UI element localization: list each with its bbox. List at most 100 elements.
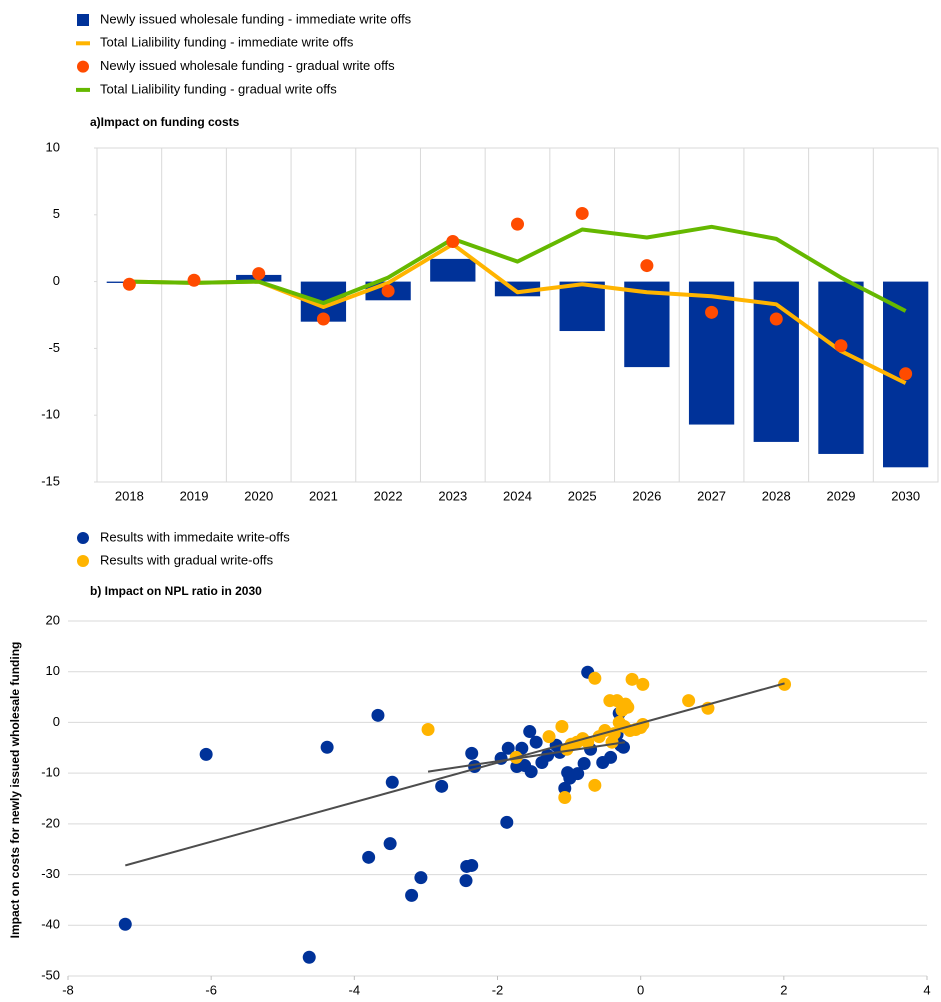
dot <box>588 778 602 792</box>
dot <box>383 837 397 851</box>
dot <box>616 740 630 754</box>
dot <box>555 719 569 733</box>
legend-marker <box>76 41 90 46</box>
dot <box>577 757 591 771</box>
dot <box>459 874 473 888</box>
dot <box>414 871 428 885</box>
dot <box>187 273 201 287</box>
bar <box>818 281 864 454</box>
dot <box>523 725 537 739</box>
bar <box>559 281 605 332</box>
dot <box>446 235 460 249</box>
legend-marker <box>77 14 89 26</box>
dot <box>542 730 556 744</box>
dot <box>640 259 654 273</box>
x-tick-label: 2028 <box>762 488 791 503</box>
dot <box>621 700 635 714</box>
dot <box>381 284 395 298</box>
dot <box>405 888 419 902</box>
dot <box>465 746 479 760</box>
x-tick-label: 2025 <box>568 488 597 503</box>
legend-marker <box>76 87 90 92</box>
dot <box>769 312 783 326</box>
dot <box>371 708 385 722</box>
y-tick-label: -30 <box>41 866 60 881</box>
y-tick-label: -50 <box>41 967 60 982</box>
x-tick-label: 2024 <box>503 488 532 503</box>
dot <box>122 277 136 291</box>
dot <box>302 950 316 964</box>
dot <box>199 747 213 761</box>
dot <box>682 694 696 708</box>
x-tick-label: 2019 <box>180 488 209 503</box>
x-tick-label: 2020 <box>244 488 273 503</box>
dot <box>541 748 555 762</box>
y-tick-label: 10 <box>46 139 60 154</box>
y-tick-label: -10 <box>41 407 60 422</box>
legend-label: Total Lialibility funding - immediate wr… <box>100 35 354 50</box>
dot <box>636 677 650 691</box>
legend-label: Newly issued wholesale funding - immedia… <box>100 11 412 26</box>
x-tick-label: 2021 <box>309 488 338 503</box>
y-tick-label: -20 <box>41 815 60 830</box>
legend-marker <box>77 532 89 544</box>
line <box>129 224 907 313</box>
chart-title: b) Impact on NPL ratio in 2030 <box>90 584 262 598</box>
legend-label: Total Lialibility funding - gradual writ… <box>100 81 337 96</box>
dot <box>362 850 376 864</box>
legend-marker <box>77 60 89 73</box>
dot <box>511 217 524 231</box>
dot <box>316 312 330 326</box>
dot <box>421 723 435 737</box>
x-tick-label: -6 <box>205 982 217 997</box>
bar <box>624 281 670 368</box>
dot <box>575 206 589 220</box>
dot <box>604 750 618 764</box>
y-tick-label: -10 <box>41 765 60 780</box>
dot <box>571 767 585 781</box>
trend-line <box>125 682 785 867</box>
dot <box>558 781 572 795</box>
dot <box>558 790 572 804</box>
dot <box>588 671 602 685</box>
x-tick-label: 2027 <box>697 488 726 503</box>
y-tick-label: 0 <box>53 273 60 288</box>
dot <box>435 779 449 793</box>
dot <box>500 815 514 829</box>
x-tick-label: -4 <box>349 982 361 997</box>
y-tick-label: -5 <box>48 340 60 355</box>
dot <box>252 267 266 281</box>
dot <box>529 735 543 749</box>
y-tick-label: 20 <box>46 612 60 627</box>
y-tick-label: -15 <box>41 473 60 488</box>
legend-label: Results with gradual write-offs <box>100 552 274 567</box>
x-tick-label: 2029 <box>827 488 856 503</box>
x-tick-label: 2030 <box>891 488 920 503</box>
dot <box>625 672 639 686</box>
x-tick-label: 2018 <box>115 488 144 503</box>
y-tick-label: 0 <box>53 714 60 729</box>
dot <box>834 339 848 353</box>
legend-marker <box>77 555 89 567</box>
dot <box>899 367 913 381</box>
dot <box>320 740 334 754</box>
chart-title: a)Impact on funding costs <box>90 115 240 129</box>
dot <box>524 765 538 779</box>
x-tick-label: -2 <box>492 982 504 997</box>
x-tick-label: 2026 <box>632 488 661 503</box>
y-axis-label: Impact on costs for newly issued wholesa… <box>8 642 22 939</box>
y-tick-label: -40 <box>41 917 60 932</box>
dot <box>118 917 132 931</box>
trend-line <box>427 741 626 773</box>
dot <box>501 741 515 755</box>
legend-label: Newly issued wholesale funding - gradual… <box>100 58 395 73</box>
dot <box>705 305 719 319</box>
x-tick-label: -8 <box>62 982 74 997</box>
bar <box>688 281 735 425</box>
y-tick-label: 10 <box>46 663 60 678</box>
x-tick-label: 2023 <box>438 488 467 503</box>
bar <box>753 281 799 442</box>
x-tick-label: 2 <box>780 982 787 997</box>
